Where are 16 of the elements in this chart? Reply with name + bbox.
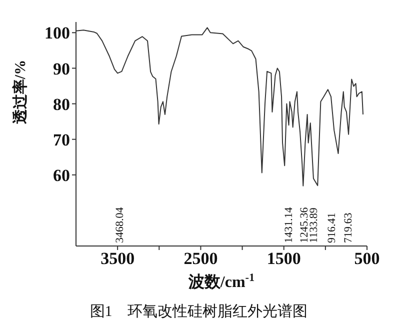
y-tick-label: 60 (53, 166, 70, 185)
y-axis-title: 透过率/% (11, 60, 30, 126)
y-tick-label: 80 (53, 94, 70, 114)
x-axis-title: 波数/cm$^{-1}$ (187, 272, 255, 291)
annotation: 3468.04 (114, 206, 126, 243)
y-tick-label: 90 (53, 59, 70, 78)
x-tick-label: 3500 (100, 249, 135, 268)
x-tick-label: 500 (354, 249, 380, 268)
annotation: 916.41 (326, 212, 338, 243)
x-tick-label: 2500 (184, 249, 218, 268)
annotation: 719.63 (342, 212, 354, 243)
text: 图1 环氧改性硅树脂红外光谱图 (88, 302, 308, 321)
x-tick-label: 1500 (266, 249, 301, 268)
y-tick-label: 100 (44, 24, 70, 43)
y-tick-label: 70 (53, 130, 70, 150)
annotation: 1431.14 (283, 206, 296, 243)
